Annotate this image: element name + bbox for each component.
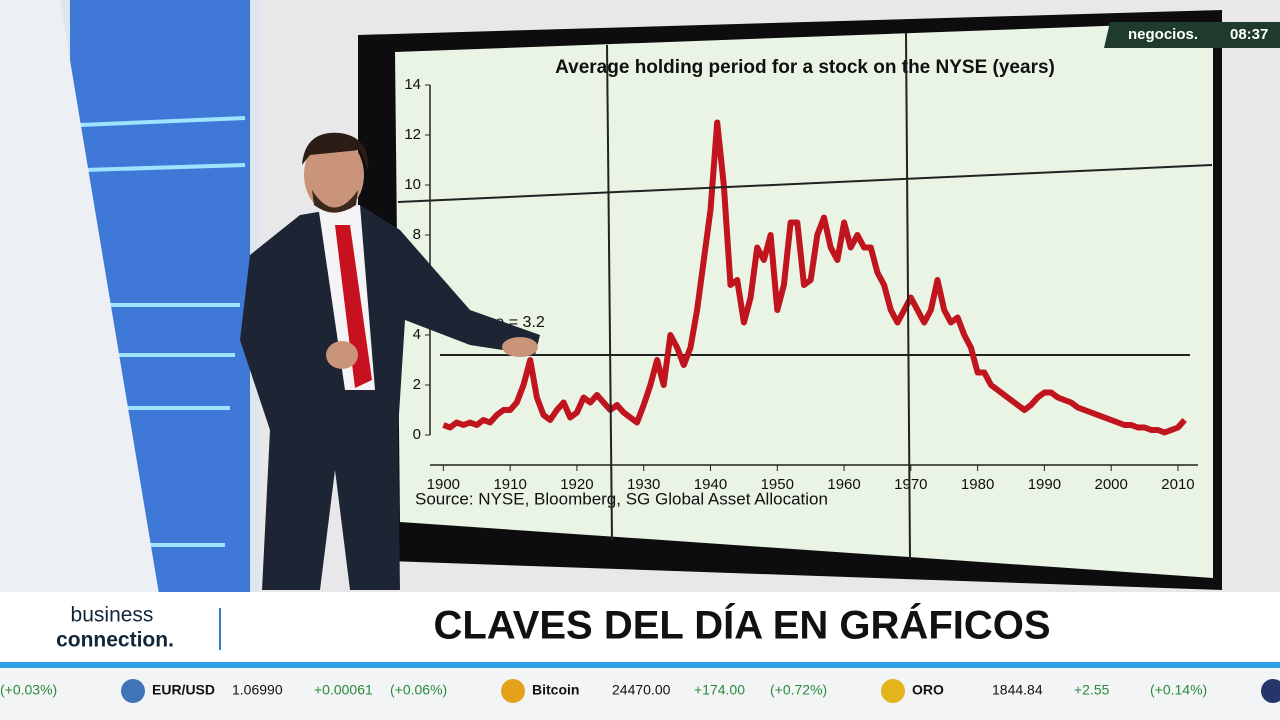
ticker-name: ORO (912, 682, 944, 698)
x-tick-label: 1960 (827, 476, 860, 493)
clock: 08:37 (1230, 26, 1268, 43)
hand (326, 341, 358, 369)
ticker-bar (0, 668, 1280, 720)
y-tick-label: 14 (404, 76, 421, 93)
ticker-icon (881, 679, 905, 703)
seam (905, 32, 911, 561)
channel-name: negocios. (1128, 26, 1198, 43)
ticker-rule (0, 662, 1280, 668)
y-tick-label: 12 (404, 126, 421, 143)
ticker-change: (+0.03%) (0, 682, 57, 698)
beard (312, 190, 358, 213)
seam (606, 44, 613, 541)
x-tick-label: 1990 (1028, 476, 1061, 493)
ticker-price: 24470.00 (612, 682, 671, 698)
hair (302, 132, 369, 170)
x-tick-label: 1900 (427, 476, 460, 493)
ticker-pct: (+0.06%) (390, 682, 447, 698)
x-tick-label: 1950 (761, 476, 794, 493)
brand-line: business (71, 604, 154, 627)
ticker-icon (121, 679, 145, 703)
ticker-price: 1844.84 (992, 682, 1043, 698)
tie (335, 225, 372, 388)
presenter (240, 132, 540, 590)
ticker-name: EUR/USD (152, 682, 215, 698)
studio-pillar (0, 0, 160, 600)
stripe (79, 116, 246, 127)
ticker-change: +0.00061 (314, 682, 373, 698)
y-tick-label: 4 (413, 326, 421, 343)
x-tick-label: 1940 (694, 476, 727, 493)
x-tick-label: 1910 (493, 476, 526, 493)
y-tick-label: 0 (413, 426, 421, 443)
y-tick-label: 10 (404, 176, 421, 193)
light-stripes (79, 116, 246, 547)
ticker-change: +174.00 (694, 682, 745, 698)
ticker-pct: (+0.72%) (770, 682, 827, 698)
x-tick-label: 2000 (1094, 476, 1127, 493)
ticker-change: +2.55 (1074, 682, 1110, 698)
x-tick-label: 2010 (1161, 476, 1194, 493)
y-tick-label: 2 (413, 376, 421, 393)
x-tick-label: 1980 (961, 476, 994, 493)
x-tick-label: 1920 (560, 476, 593, 493)
x-tick-label: 1970 (894, 476, 927, 493)
ticker-name: Bitcoin (532, 682, 579, 698)
suit (240, 205, 540, 590)
chart-source: Source: NYSE, Bloomberg, SG Global Asset… (415, 489, 828, 508)
x-tick-label: 1930 (627, 476, 660, 493)
head (304, 137, 364, 213)
hand (502, 337, 538, 357)
headline: CLAVES DEL DÍA EN GRÁFICOS (433, 603, 1050, 648)
ticker: (+0.03%) EUR/USD 1.06990 +0.00061 (+0.06%) B… (0, 679, 1280, 703)
screen (395, 22, 1213, 578)
stripe (84, 163, 246, 172)
lower-third (0, 592, 1280, 662)
brand-line: connection. (56, 629, 174, 652)
channel-bug (1104, 22, 1280, 48)
ticker-price: 1.06990 (232, 682, 283, 698)
ticker-pct: (+0.14%) (1150, 682, 1207, 698)
ticker-icon (501, 679, 525, 703)
chart-title: Average holding period for a stock on th… (555, 57, 1055, 78)
y-tick-label: 8 (413, 226, 421, 243)
chart: Average holding period for a stock on th… (404, 57, 1198, 508)
screen-seams (397, 32, 1213, 561)
ticker-icon (1261, 679, 1280, 703)
seam (397, 164, 1213, 203)
data-line (442, 119, 1187, 436)
